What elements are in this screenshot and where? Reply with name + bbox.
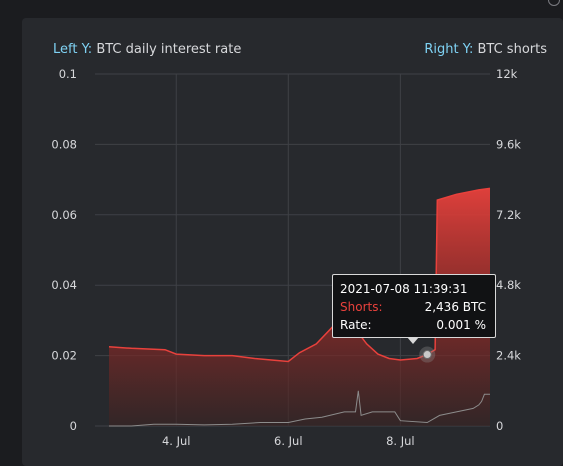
rate-line-layer (109, 390, 490, 427)
left-tick-label: 0.08 (51, 137, 77, 151)
right-axis-label: BTC shorts (477, 42, 548, 57)
tooltip-shorts-row: Shorts: 2,436 BTC (340, 300, 486, 314)
hover-cursor (419, 346, 436, 363)
left-axis-title: Left Y: BTC daily interest rate (53, 42, 241, 57)
right-tick-label: 9.6k (496, 137, 521, 151)
tooltip-shorts-value: 2,436 BTC (424, 300, 486, 314)
right-axis-title: Right Y: BTC shorts (424, 42, 547, 57)
tooltip-shorts-label: Shorts: (340, 300, 383, 314)
right-tick-label: 4.8k (496, 278, 521, 292)
right-axis-key: Right Y: (424, 42, 474, 57)
left-tick-label: 0.06 (51, 208, 77, 222)
hover-point (422, 350, 432, 360)
tooltip-datetime: 2021-07-08 11:39:31 (340, 282, 468, 296)
tooltip-rate-row: Rate: 0.001 % (340, 318, 486, 332)
right-tick-label: 12k (496, 67, 518, 81)
right-tick-label: 7.2k (496, 208, 521, 222)
left-axis-key: Left Y: (53, 42, 93, 57)
axis-ticks: 0 0 0.02 2.4k 0.04 4.8k 0.06 7.2k 0.08 9.6k 0.1 12k… (51, 67, 521, 448)
tooltip-caret (407, 337, 419, 344)
left-tick-label: 0.1 (59, 67, 77, 81)
x-tick-label: 4. Jul (162, 434, 191, 448)
left-tick-label: 0.04 (51, 278, 77, 292)
tooltip-rate-value: 0.001 % (436, 318, 486, 332)
right-tick-label: 0 (496, 419, 503, 433)
shorts-area (109, 188, 490, 426)
x-tick-label: 6. Jul (274, 434, 303, 448)
card-header-strip (0, 0, 563, 8)
x-tick-label: 8. Jul (386, 434, 415, 448)
tooltip-rate-label: Rate: (340, 318, 372, 332)
left-tick-label: 0 (70, 419, 77, 433)
left-tick-label: 0.02 (51, 349, 77, 363)
rate-line (109, 390, 490, 427)
right-tick-label: 2.4k (496, 349, 521, 363)
tooltip: 2021-07-08 11:39:31 Shorts: 2,436 BTC Ra… (332, 274, 496, 338)
left-axis-label: BTC daily interest rate (96, 42, 242, 57)
